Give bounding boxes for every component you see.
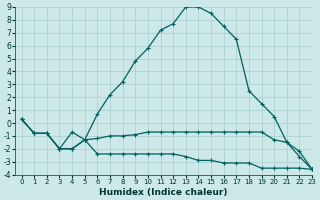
X-axis label: Humidex (Indice chaleur): Humidex (Indice chaleur) [100,188,228,197]
